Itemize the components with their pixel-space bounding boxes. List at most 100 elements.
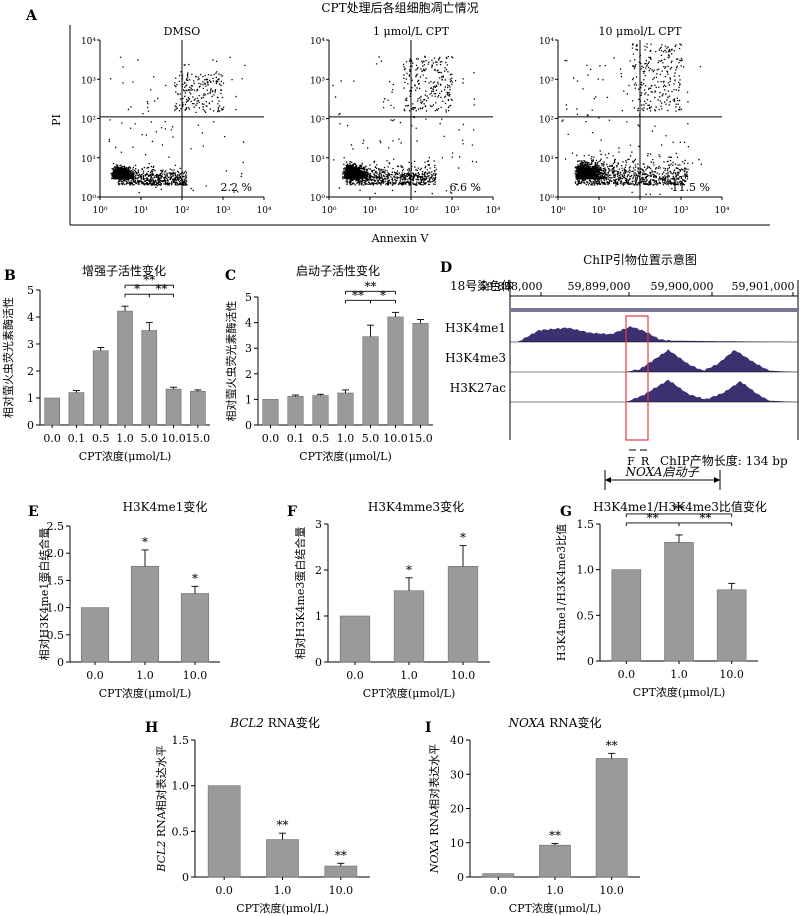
y-tick-label: 0	[315, 656, 322, 669]
panel-letter: C	[225, 268, 236, 284]
bar	[141, 330, 158, 426]
panel-letter: F	[287, 504, 297, 520]
apoptosis-percent: 11.5 %	[672, 181, 710, 194]
bar	[337, 392, 354, 426]
y-tick-label: 10²	[539, 116, 554, 126]
y-tick-label: 40	[450, 734, 464, 747]
bar	[611, 569, 642, 662]
bar	[68, 392, 85, 426]
flow-plot-label: 10 μmol/L CPT	[599, 25, 683, 38]
x-tick-label: 0.0	[490, 884, 508, 897]
x-tick-label: 10.0	[451, 669, 476, 682]
y-tick-label: 5	[245, 291, 252, 304]
x-tick-label: 15.0	[186, 432, 211, 445]
flow-plot-3: 10 μmol/L CPT 10⁰ 10⁰ 10¹ 10¹ 10² 10² 10³ 10³ 10⁴…	[539, 25, 730, 216]
signal-track	[510, 379, 798, 402]
x-tick-label: 10⁴	[714, 206, 729, 216]
x-tick-label: 5.0	[141, 432, 159, 445]
primer-r-label: R	[641, 455, 650, 468]
significance-label: **	[699, 511, 711, 525]
chart-title: 启动子活性变化	[296, 263, 380, 278]
panel-letter: H	[145, 720, 158, 736]
x-tick-label: 0.1	[68, 432, 86, 445]
y-tick-label: 4	[245, 317, 252, 330]
x-tick-label: 10⁴	[256, 206, 271, 216]
flow-events	[108, 56, 246, 194]
x-tick-label: 10⁰	[550, 206, 565, 216]
x-tick-label: 0.0	[43, 432, 61, 445]
track-label: H3K4me1	[445, 321, 506, 335]
y-tick-label: 1	[315, 610, 322, 623]
flow-plot-label: 1 μmol/L CPT	[373, 25, 450, 38]
chart-panel-f: F H3K4mme3变化 0 1 2 3 相对H3K4me3蛋白结合量 0.0 1.0 * 10.0…	[287, 499, 490, 700]
x-tick-label: 10⁰	[321, 206, 336, 216]
y-axis-label: 相对H3K4me1蛋白结合量	[37, 528, 51, 661]
y-tick-label: 1	[27, 392, 34, 405]
panel-letter: B	[4, 268, 16, 284]
x-tick-label: 0.0	[215, 884, 233, 897]
significance-label: **	[155, 282, 167, 296]
x-tick-label: 10²	[403, 206, 418, 216]
x-tick-label: 1.0	[274, 884, 292, 897]
chromosome-bar	[510, 308, 798, 312]
y-tick-label: 10⁰	[539, 194, 554, 204]
bar	[324, 865, 358, 878]
significance-label: **	[365, 279, 377, 293]
panel-letter: I	[425, 720, 432, 736]
chart-panel-h: H BCL2 RNA变化 0 0.5 1.0 1.5 BCL2 RNA相对表达水平 0.0 1.…	[145, 715, 370, 915]
x-tick-label: 10¹	[362, 206, 377, 216]
bar	[393, 590, 425, 663]
y-tick-label: 0.5	[577, 609, 595, 622]
y-tick-label: 3	[27, 338, 34, 351]
x-tick-label: 15.0	[408, 432, 433, 445]
significance-label: **	[647, 511, 659, 525]
bar	[262, 399, 279, 426]
panel-letter: G	[560, 504, 572, 520]
y-tick-label: 0.5	[172, 825, 190, 838]
track-label: H3K4me3	[445, 351, 506, 365]
chart-title: H3K4me1变化	[123, 499, 208, 514]
y-tick-label: 1.0	[172, 780, 190, 793]
significance-star: **	[335, 848, 347, 862]
bar	[130, 565, 160, 663]
x-tick-label: 10³	[215, 206, 230, 216]
x-axis-label: CPT浓度(μmol/L)	[509, 901, 601, 915]
x-tick-label: 10⁴	[485, 206, 500, 216]
x-tick-label: 10.0	[329, 884, 354, 897]
x-tick-label: 10.0	[599, 884, 624, 897]
bar	[362, 336, 379, 426]
chart-title: H3K4mme3变化	[368, 499, 464, 514]
x-axis-label: CPT浓度(μmol/L)	[299, 449, 391, 463]
y-tick-label: 10⁴	[310, 37, 325, 47]
x-axis-label: CPT浓度(μmol/L)	[79, 449, 171, 463]
chart-title-text: 启动子活性变化	[296, 263, 380, 278]
chart-panel-c: C 启动子活性变化 0 1 2 3 4 5 相对萤火虫荧光素酶活性 0.0 0.1 0.5 1.0 5.0…	[224, 263, 433, 463]
bar	[595, 758, 628, 878]
x-tick-label: 0.5	[312, 432, 330, 445]
y-tick-label: 10⁰	[81, 194, 96, 204]
x-tick-label: 0.0	[86, 669, 104, 682]
chart-title-gene: NOXA	[508, 716, 546, 730]
bar	[312, 395, 329, 426]
chart-title: NOXA RNA变化	[508, 715, 602, 730]
y-tick-label: 10³	[310, 76, 325, 86]
chart-panel-g: G H3K4me1/H3K4me3比值变化 0 0.5 1.0 1.5 H3K4me1/H3…	[555, 499, 767, 699]
chart-title-text: H3K4me1/H3K4me3比值变化	[593, 499, 767, 514]
x-tick-label: 1.0	[337, 432, 355, 445]
bar	[92, 350, 109, 426]
x-tick-label: 0.0	[262, 432, 280, 445]
bar	[117, 310, 133, 426]
flow-plot-2: 1 μmol/L CPT 10⁰ 10⁰ 10¹ 10¹ 10² 10² 10³ 10³ 10⁴ 1…	[310, 25, 501, 216]
y-tick-label: 10³	[539, 76, 554, 86]
y-axis-label: H3K4me1/H3K4me3比值	[555, 524, 568, 661]
y-tick-label: 30	[450, 768, 464, 781]
y-tick-label: 2	[245, 368, 252, 381]
y-tick-label: 0	[457, 871, 464, 884]
y-tick-label: 0	[182, 871, 189, 884]
x-axis-label: CPT浓度(μmol/L)	[236, 901, 328, 915]
figure-title: CPT处理后各组细胞凋亡情况	[321, 0, 478, 15]
y-tick-label: 10¹	[539, 155, 554, 165]
bar	[339, 615, 371, 663]
x-tick-label: 10⁰	[92, 206, 107, 216]
